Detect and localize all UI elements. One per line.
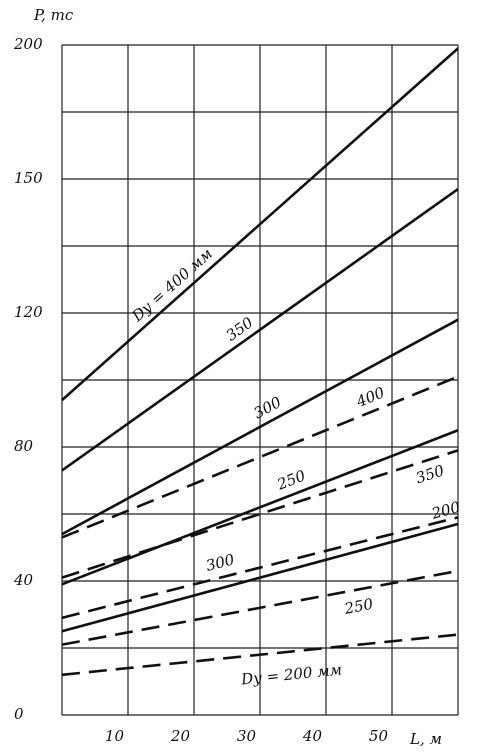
x-tick-label: 30	[237, 727, 257, 745]
line-series	[61, 522, 459, 633]
series-label: 300	[204, 550, 237, 575]
line-series	[61, 516, 459, 620]
x-tick-label: 50	[369, 727, 389, 745]
y-tick-label: 40	[13, 571, 34, 589]
series-label: 300	[251, 393, 285, 423]
y-tick-label: 80	[14, 437, 34, 455]
series-label: 350	[414, 461, 447, 487]
line-series	[61, 47, 459, 402]
series-label: 350	[223, 313, 257, 345]
line-series	[61, 569, 459, 646]
line-series	[61, 375, 459, 539]
y-axis-label: P, тс	[33, 6, 74, 24]
line-series	[61, 633, 459, 677]
y-tick-label: 200	[13, 35, 43, 53]
x-tick-label: 10	[105, 727, 125, 745]
y-tick-label: 120	[14, 303, 43, 321]
line-series	[61, 429, 459, 586]
x-axis-label: L, м	[409, 730, 442, 748]
line-series	[61, 449, 459, 579]
series-label: Dу = 400 мм	[128, 245, 216, 326]
x-tick-label: 20	[170, 727, 191, 745]
series-label: Dу = 200 мм	[239, 660, 342, 688]
x-tick-label: 40	[302, 727, 323, 745]
line-series	[61, 318, 459, 536]
series-label: 400	[353, 383, 388, 411]
y-tick-label: 150	[14, 169, 43, 187]
series-label: 250	[342, 595, 375, 618]
y-tick-label: 0	[14, 705, 24, 723]
line-series	[61, 187, 459, 472]
